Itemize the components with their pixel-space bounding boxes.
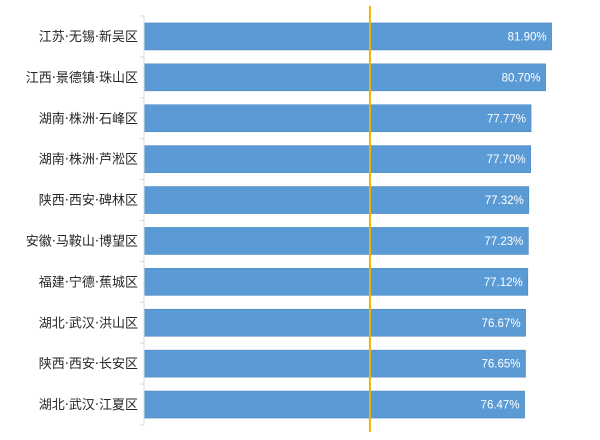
bar xyxy=(143,308,526,337)
bar xyxy=(143,104,532,133)
bar xyxy=(143,186,530,214)
category-label: 湖北·武汉·江夏区 xyxy=(39,398,138,413)
bar xyxy=(143,349,526,378)
axis-group xyxy=(140,15,145,426)
category-label: 福建·宁德·蕉城区 xyxy=(39,274,138,290)
category-label: 湖北·武汉·洪山区 xyxy=(39,316,138,331)
bars-group xyxy=(143,22,552,419)
value-label: 81.90% xyxy=(508,31,547,43)
category-label: 江苏·无锡·新吴区 xyxy=(39,29,138,45)
value-label: 77.12% xyxy=(484,277,523,289)
bar xyxy=(143,63,546,92)
value-label: 77.32% xyxy=(485,195,524,207)
value-label: 76.47% xyxy=(481,400,520,412)
value-label: 77.70% xyxy=(487,154,526,166)
bar xyxy=(143,390,525,419)
value-label: 76.65% xyxy=(481,359,520,371)
bar xyxy=(143,145,531,173)
category-label: 陕西·西安·碑林区 xyxy=(39,193,138,209)
bar xyxy=(143,22,552,51)
value-label: 80.70% xyxy=(502,72,541,84)
category-labels-group: 江苏·无锡·新吴区江西·景德镇·珠山区湖南·株洲·石峰区湖南·株洲·芦淞区陕西·… xyxy=(26,29,138,413)
bar xyxy=(143,227,529,255)
value-label: 77.23% xyxy=(484,236,523,248)
value-label: 77.77% xyxy=(487,113,526,125)
value-labels-group: 81.90% 80.70% 77.77% 77.70% 77.32% 77.23% 77.1… xyxy=(481,31,547,411)
category-label: 安徽·马鞍山·博望区 xyxy=(26,233,138,249)
bar xyxy=(143,268,529,296)
category-label: 陕西·西安·长安区 xyxy=(39,357,138,372)
category-label: 江西·景德镇·珠山区 xyxy=(26,71,138,86)
category-label: 湖南·株洲·石峰区 xyxy=(39,111,138,127)
value-label: 76.67% xyxy=(482,318,521,330)
category-label: 湖南·株洲·芦淞区 xyxy=(39,152,138,168)
